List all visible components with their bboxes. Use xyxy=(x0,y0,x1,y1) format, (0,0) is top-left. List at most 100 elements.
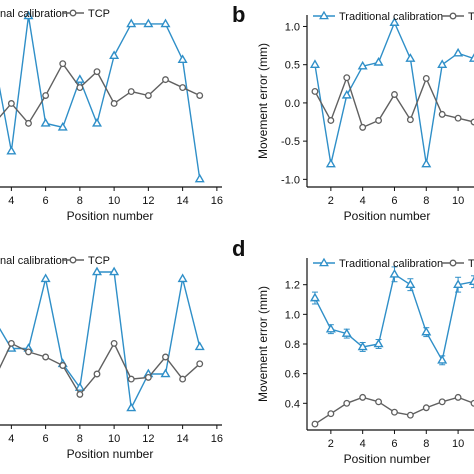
panel-d-point-traditional xyxy=(341,328,352,337)
panel-a-series-line-tcp xyxy=(0,62,201,125)
panel-d-point-tcp xyxy=(327,410,335,418)
panel-d-point-traditional xyxy=(309,292,320,302)
panel-d-series-line-traditional xyxy=(314,273,474,363)
panel-d-legend-marker-tcp xyxy=(449,259,457,267)
panel-d-y-tick-label: 1.2 xyxy=(285,280,300,292)
panel-b-point-traditional xyxy=(325,158,336,168)
panel-d-x-tick-label: 10 xyxy=(452,438,464,450)
panel-a-legend-label-traditional: nal calibration xyxy=(0,8,68,20)
panel-c-point-tcp xyxy=(110,339,118,347)
panel-d-legend-marker-traditional xyxy=(319,257,329,267)
panel-b-point-tcp xyxy=(438,110,446,118)
panel-b-x-tick-label: 10 xyxy=(452,195,464,207)
panel-c-legend-marker-tcp xyxy=(69,256,77,264)
panel-a-point-traditional xyxy=(194,173,205,183)
panel-a-point-traditional xyxy=(177,54,188,64)
panel-b-point-traditional xyxy=(373,56,384,66)
panel-a-point-traditional xyxy=(160,18,171,28)
panel-c-point-tcp xyxy=(25,348,32,356)
panel-b-point-traditional xyxy=(468,53,474,62)
panel-d-point-traditional xyxy=(357,341,368,351)
panel-c-x-tick-label: 14 xyxy=(176,433,188,445)
panel-a-point-traditional xyxy=(91,117,103,127)
panel-a-point-tcp xyxy=(25,119,32,127)
panel-a-point-traditional xyxy=(74,74,85,83)
panel-c-point-tcp xyxy=(196,360,204,368)
panel-a-point-traditional xyxy=(126,18,137,28)
panel-d-point-traditional xyxy=(389,268,400,278)
panel-c-point-tcp xyxy=(162,353,169,361)
panel-a-point-tcp xyxy=(110,100,118,107)
panel-a-point-tcp xyxy=(7,100,15,107)
panel-c-x-tick-label: 4 xyxy=(8,433,14,445)
panel-c-x-tick-label: 12 xyxy=(142,433,154,445)
panel-b-legend-marker-traditional xyxy=(319,10,329,20)
panel-a-x-tick-label: 4 xyxy=(8,195,14,207)
panel-c-point-traditional xyxy=(109,266,120,276)
panel-d-x-tick-label: 6 xyxy=(391,438,397,450)
panel-b-x-tick-label: 8 xyxy=(423,195,429,207)
panel-d-point-traditional xyxy=(405,279,416,288)
panel-b-point-traditional xyxy=(405,53,416,62)
panel-b-series-line-tcp xyxy=(314,75,474,129)
panel-b-x-tick-label: 4 xyxy=(360,195,366,207)
panel-c-x-axis-title: Position number xyxy=(67,447,154,461)
panel-d-point-tcp xyxy=(375,398,383,406)
panel-d-point-tcp xyxy=(311,420,319,428)
panel-a-point-traditional xyxy=(57,121,68,131)
panel-a-point-tcp xyxy=(93,68,101,76)
panel-a-x-tick-label: 6 xyxy=(43,195,49,207)
panel-d-x-tick-label: 2 xyxy=(328,438,334,450)
panel-b-point-traditional xyxy=(357,60,368,70)
panel-d-point-tcp xyxy=(470,399,474,407)
panel-a-point-tcp xyxy=(196,92,204,99)
panel-c-point-traditional xyxy=(194,341,205,351)
panel-d-y-tick-label: 1.0 xyxy=(285,309,300,321)
panel-b-x-tick-label: 2 xyxy=(328,195,334,207)
panel-a-x-tick-label: 12 xyxy=(142,195,154,207)
panel-a-x-axis-title: Position number xyxy=(67,209,154,223)
panel-d-point-tcp xyxy=(406,411,414,419)
panel-b-point-tcp xyxy=(391,91,398,98)
panel-b-point-tcp xyxy=(375,117,383,124)
panel-b-legend-label-traditional: Traditional calibration xyxy=(339,11,443,23)
panel-d-y-tick-label: 0.8 xyxy=(285,339,300,351)
panel-b-y-tick-label: -1.0 xyxy=(281,174,300,186)
panel-letter-d: d xyxy=(232,236,245,261)
panel-b-point-traditional xyxy=(389,17,400,26)
panel-c-point-traditional xyxy=(40,273,51,283)
panel-letter-b: b xyxy=(232,2,245,27)
panel-c-point-tcp xyxy=(59,362,67,369)
panel-b-point-traditional xyxy=(453,47,464,57)
panel-b-point-traditional xyxy=(341,89,352,99)
panel-c-legend-label-tcp: TCP xyxy=(88,255,110,267)
panel-d-point-traditional xyxy=(453,279,464,288)
panel-b-legend-label-tcp: TCP xyxy=(468,11,474,23)
panel-a-point-tcp xyxy=(179,84,187,92)
panel-c-point-tcp xyxy=(93,370,101,378)
panel-c-x-tick-label: 6 xyxy=(43,433,49,445)
panel-b-x-axis-title: Position number xyxy=(344,209,431,223)
panel-c-point-tcp xyxy=(7,339,15,347)
panel-d-legend-label-traditional: Traditional calibration xyxy=(339,258,443,270)
panel-a-point-tcp xyxy=(59,60,67,68)
panel-c-series-line-traditional xyxy=(0,271,201,411)
panel-a-legend-label-tcp: TCP xyxy=(88,8,110,20)
panel-a-point-tcp xyxy=(162,76,169,84)
panel-d-x-tick-label: 4 xyxy=(360,438,366,450)
panel-b-legend-marker-tcp xyxy=(449,12,457,20)
panel-a-point-tcp xyxy=(76,84,84,92)
panel-d-y-tick-label: 0.6 xyxy=(285,369,300,381)
panel-d-point-traditional xyxy=(468,276,474,286)
panel-b-point-traditional xyxy=(437,59,448,68)
panel-c-point-traditional xyxy=(126,402,137,412)
panel-d-legend-label-tcp: TCP xyxy=(468,258,474,270)
panel-d-point-traditional xyxy=(325,323,336,333)
panel-d-point-tcp xyxy=(343,399,351,407)
panel-c-point-traditional xyxy=(177,273,188,283)
panel-b-point-tcp xyxy=(422,74,430,82)
panel-a-point-tcp xyxy=(144,92,152,99)
panel-c-point-tcp xyxy=(144,373,152,381)
panel-b-y-tick-label: -0.5 xyxy=(281,136,300,148)
